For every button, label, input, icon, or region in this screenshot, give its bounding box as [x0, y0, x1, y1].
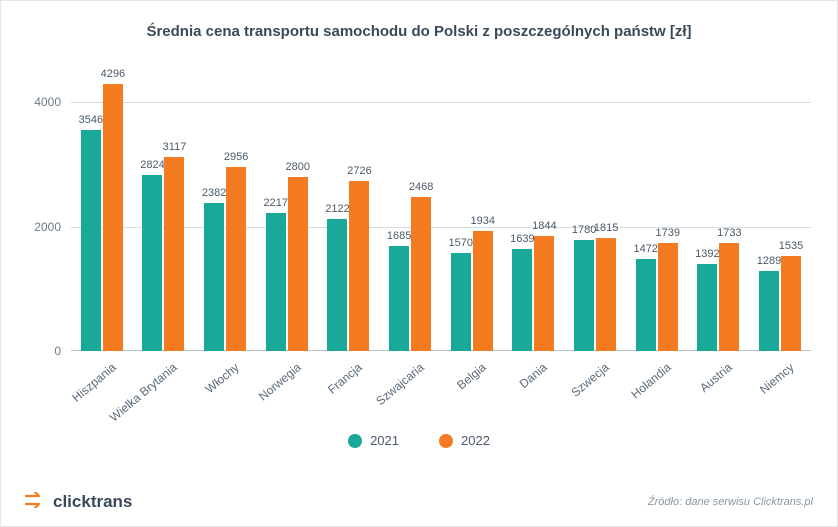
category-label: Francja: [320, 354, 365, 397]
bar: 1392: [697, 264, 717, 351]
bar-value-label: 3117: [163, 141, 187, 153]
footer: clicktrans Źródło: dane serwisu Clicktra…: [1, 478, 837, 526]
bar-group: 16391844Dania: [504, 236, 562, 351]
category-label: Włochy: [198, 354, 242, 396]
bar: 1289: [759, 271, 779, 351]
bar-value-label: 2956: [224, 151, 248, 163]
source-text: Źródło: dane serwisu Clicktrans.pl: [648, 496, 813, 508]
bar-value-label: 1739: [655, 227, 679, 239]
category-label: Hiszpania: [64, 354, 119, 405]
legend-item-2022: 2022: [439, 433, 490, 448]
y-tick: 4000: [21, 95, 61, 109]
bar-value-label: 3546: [79, 114, 103, 126]
category-label: Niemcy: [752, 354, 797, 397]
legend: 2021 2022: [1, 433, 837, 448]
bar-value-label: 1639: [510, 233, 534, 245]
bar-group: 22172800Norwegia: [258, 177, 316, 351]
legend-swatch-2021: [348, 434, 362, 448]
bar: 2217: [266, 213, 286, 351]
bar: 2800: [288, 177, 308, 351]
bar: 2382: [204, 203, 224, 351]
bar-value-label: 2726: [347, 165, 371, 177]
bar: 2726: [349, 181, 369, 351]
bar: 3546: [81, 130, 101, 351]
bar: 1733: [719, 243, 739, 351]
bar: 3117: [164, 157, 184, 351]
bar: 1844: [534, 236, 554, 351]
bar-value-label: 2800: [286, 161, 310, 173]
bar-value-label: 1289: [757, 255, 781, 267]
bar-value-label: 1815: [594, 222, 618, 234]
chart-plot-area: 020004000 35464296Hiszpania28243117Wielk…: [71, 71, 811, 351]
bar-group: 16852468Szwajcaria: [381, 197, 439, 351]
bar: 4296: [103, 84, 123, 351]
legend-label-2022: 2022: [461, 433, 490, 448]
category-label: Norwegia: [251, 354, 304, 403]
bar-value-label: 4296: [101, 68, 125, 80]
bar-group: 23822956Włochy: [196, 167, 254, 351]
bar-value-label: 1733: [717, 227, 741, 239]
logo: clicktrans: [25, 492, 132, 513]
bar: 1472: [636, 259, 656, 351]
legend-item-2021: 2021: [348, 433, 399, 448]
bar-value-label: 1780: [572, 224, 596, 236]
bar: 1739: [658, 243, 678, 351]
bar-group: 17801815Szwecja: [566, 238, 624, 351]
bar: 1570: [451, 253, 471, 351]
bar: 1685: [389, 246, 409, 351]
bar-value-label: 1844: [532, 220, 556, 232]
bar-group: 12891535Niemcy: [751, 256, 809, 352]
bar-group: 14721739Holandia: [628, 243, 686, 351]
bar: 2122: [327, 219, 347, 351]
category-label: Szwajcaria: [368, 354, 427, 408]
logo-text: clicktrans: [53, 492, 132, 512]
category-label: Austria: [692, 354, 735, 395]
bar-value-label: 2382: [202, 187, 226, 199]
bar-value-label: 1570: [449, 237, 473, 249]
bar-group: 13921733Austria: [689, 243, 747, 351]
category-label: Holandia: [623, 354, 673, 401]
logo-icon: [25, 492, 47, 513]
chart-title: Średnia cena transportu samochodu do Pol…: [1, 1, 837, 48]
bar: 1934: [473, 231, 493, 351]
category-label: Dania: [512, 354, 550, 391]
bar-value-label: 1392: [695, 248, 719, 260]
bar: 2956: [226, 167, 246, 351]
bar: 2468: [411, 197, 431, 351]
bar: 2824: [142, 175, 162, 351]
bar-groups: 35464296Hiszpania28243117Wielka Brytania…: [71, 71, 811, 351]
bar-group: 28243117Wielka Brytania: [134, 157, 192, 351]
bar-value-label: 1535: [779, 240, 803, 252]
bar: 1639: [512, 249, 532, 351]
bar-value-label: 1472: [633, 243, 657, 255]
category-label: Szwecja: [563, 354, 611, 400]
bar-group: 15701934Belgia: [443, 231, 501, 351]
bar-group: 35464296Hiszpania: [73, 84, 131, 351]
legend-label-2021: 2021: [370, 433, 399, 448]
bar: 1535: [781, 256, 801, 352]
bar-value-label: 1934: [471, 215, 495, 227]
bar: 1815: [596, 238, 616, 351]
bar: 1780: [574, 240, 594, 351]
y-tick: 2000: [21, 220, 61, 234]
y-tick: 0: [21, 344, 61, 358]
legend-swatch-2022: [439, 434, 453, 448]
category-label: Belgia: [449, 354, 489, 392]
bar-value-label: 2217: [264, 197, 288, 209]
bar-group: 21222726Francja: [319, 181, 377, 351]
bar-value-label: 2468: [409, 181, 433, 193]
bar-value-label: 1685: [387, 230, 411, 242]
bar-value-label: 2122: [325, 203, 349, 215]
bar-value-label: 2824: [140, 159, 164, 171]
